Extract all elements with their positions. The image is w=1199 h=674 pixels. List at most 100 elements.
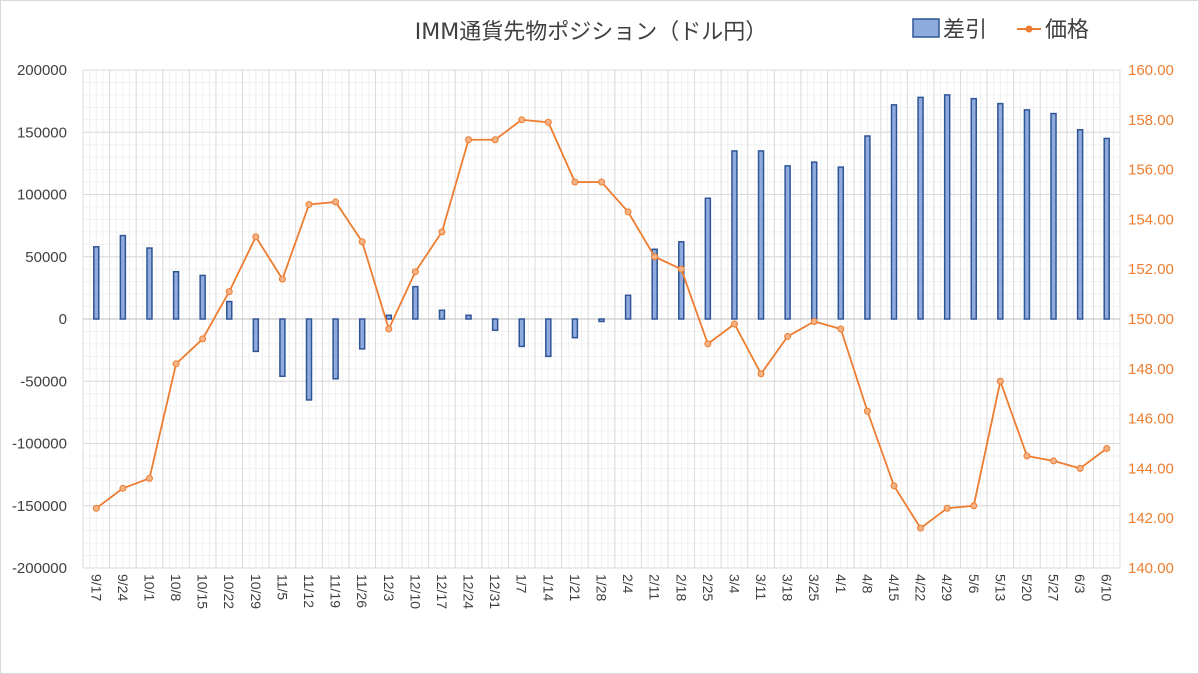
- x-tick-label: 11/19: [328, 574, 344, 608]
- left-tick-label: -50000: [20, 373, 67, 390]
- right-tick-label: 144.00: [1128, 460, 1174, 477]
- x-tick-label: 5/20: [1019, 574, 1035, 601]
- bar-3/25: [810, 161, 818, 320]
- bar-12/3: [385, 314, 393, 320]
- line-series: [92, 116, 1111, 532]
- price-point-12/24: [465, 136, 473, 144]
- right-tick-label: 158.00: [1128, 112, 1174, 129]
- price-point-4/8: [863, 407, 871, 415]
- x-tick-label: 4/15: [886, 574, 902, 601]
- right-tick-label: 140.00: [1128, 560, 1174, 577]
- x-tick-label: 11/26: [354, 574, 370, 608]
- price-point-1/21: [571, 178, 579, 186]
- price-point-12/31: [491, 136, 499, 144]
- bar-2/4: [624, 294, 632, 320]
- bar-series: [83, 94, 1120, 401]
- bar-5/6: [970, 97, 978, 320]
- price-point-12/17: [438, 228, 446, 236]
- price-point-2/25: [704, 340, 712, 348]
- price-point-1/14: [544, 118, 552, 126]
- price-point-9/17: [92, 504, 100, 512]
- price-point-3/18: [784, 332, 792, 340]
- bar-11/12: [305, 318, 313, 401]
- price-point-6/3: [1076, 464, 1084, 472]
- price-point-11/5: [278, 275, 286, 283]
- bar-10/1: [146, 247, 153, 320]
- price-point-3/11: [757, 370, 765, 378]
- bar-12/17: [438, 309, 446, 320]
- x-tick-label: 11/12: [301, 574, 317, 608]
- price-point-10/8: [172, 360, 180, 368]
- left-tick-label: -200000: [12, 560, 67, 577]
- legend: 差引 価格: [912, 18, 1089, 43]
- left-axis: 200000 150000 100000 50000 0 -50000 -100000 -15…: [12, 62, 67, 577]
- bar-11/19: [332, 318, 339, 380]
- right-tick-label: 160.00: [1128, 62, 1174, 79]
- bar-10/8: [172, 270, 180, 320]
- left-tick-label: 150000: [17, 124, 67, 141]
- bar-1/7: [518, 318, 525, 348]
- x-tick-label: 6/10: [1099, 574, 1115, 601]
- x-tick-label: 3/25: [806, 574, 822, 601]
- price-point-12/3: [385, 325, 393, 333]
- x-tick-label: 11/5: [274, 574, 290, 600]
- x-tick-label: 1/7: [514, 574, 530, 594]
- bar-5/27: [1050, 112, 1057, 320]
- price-point-4/22: [917, 524, 925, 532]
- x-tick-label: 4/8: [859, 574, 875, 594]
- bar-12/10: [412, 285, 419, 320]
- bar-11/5: [279, 318, 286, 378]
- x-tick-label: 4/22: [913, 574, 929, 601]
- bar-11/26: [358, 318, 366, 350]
- bar-1/21: [571, 318, 579, 339]
- right-tick-label: 152.00: [1128, 261, 1174, 278]
- price-point-2/4: [624, 208, 632, 216]
- bar-1/14: [545, 318, 552, 358]
- left-tick-label: -150000: [12, 498, 67, 515]
- price-point-5/6: [970, 502, 978, 510]
- x-tick-label: 3/18: [780, 574, 796, 601]
- x-tick-label: 12/10: [407, 574, 423, 609]
- x-tick-label: 2/4: [620, 574, 636, 594]
- right-tick-label: 146.00: [1128, 411, 1174, 428]
- x-tick-label: 2/11: [647, 574, 663, 600]
- x-tick-label: 9/24: [115, 574, 131, 601]
- bar-12/24: [465, 314, 472, 320]
- price-point-5/20: [1023, 452, 1031, 460]
- x-tick-label: 12/31: [487, 574, 503, 609]
- price-point-4/29: [943, 504, 951, 512]
- legend-line-marker: [1025, 25, 1033, 33]
- x-tick-label: 5/13: [992, 574, 1008, 601]
- bar-3/11: [757, 150, 765, 320]
- bar-9/24: [119, 234, 127, 320]
- bar-5/13: [997, 102, 1004, 320]
- x-tick-label: 4/29: [939, 574, 955, 601]
- bar-10/29: [252, 318, 260, 353]
- x-tick-label: 10/29: [248, 574, 264, 609]
- price-point-2/18: [677, 265, 685, 273]
- price-point-10/1: [145, 474, 153, 482]
- x-tick-label: 6/3: [1072, 574, 1088, 594]
- bar-3/18: [784, 165, 791, 320]
- right-tick-label: 148.00: [1128, 361, 1174, 378]
- bar-4/15: [890, 104, 898, 320]
- left-tick-label: 100000: [17, 187, 67, 204]
- x-tick-label: 3/4: [726, 574, 742, 594]
- right-tick-label: 156.00: [1128, 162, 1174, 179]
- left-tick-label: 0: [59, 311, 67, 328]
- x-tick-label: 10/8: [168, 574, 184, 601]
- x-tick-label: 2/25: [700, 574, 716, 601]
- bar-12/31: [491, 318, 499, 331]
- x-tick-label: 3/11: [753, 574, 769, 600]
- left-tick-label: -100000: [12, 436, 67, 453]
- price-point-4/15: [890, 482, 898, 490]
- x-tick-label: 10/22: [221, 574, 237, 609]
- price-point-5/13: [996, 377, 1004, 385]
- left-tick-label: 50000: [25, 249, 67, 266]
- bar-3/4: [731, 150, 738, 320]
- bar-4/8: [864, 135, 871, 320]
- price-point-11/26: [358, 238, 366, 246]
- bar-10/22: [225, 300, 233, 320]
